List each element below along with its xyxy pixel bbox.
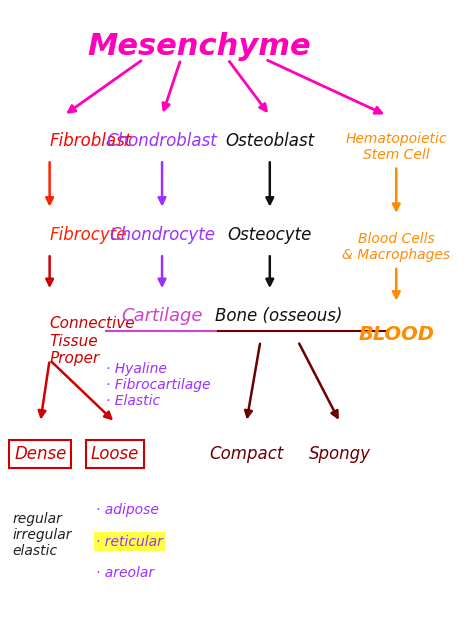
Text: Compact: Compact [209, 445, 283, 463]
Text: · areolar: · areolar [97, 566, 155, 580]
Text: · reticular: · reticular [97, 535, 164, 549]
Text: Loose: Loose [91, 445, 139, 463]
Text: Hematopoietic
Stem Cell: Hematopoietic Stem Cell [346, 131, 447, 162]
Text: Chondrocyte: Chondrocyte [109, 226, 215, 243]
Text: BLOOD: BLOOD [358, 325, 434, 344]
Text: Fibroblast: Fibroblast [50, 131, 132, 150]
Text: Osteoblast: Osteoblast [225, 131, 314, 150]
Text: Blood Cells
& Macrophages: Blood Cells & Macrophages [342, 232, 450, 262]
Text: regular
irregular
elastic: regular irregular elastic [12, 512, 72, 559]
Text: Bone (osseous): Bone (osseous) [216, 307, 343, 325]
Text: Chondroblast: Chondroblast [107, 131, 218, 150]
Text: Dense: Dense [14, 445, 66, 463]
Text: · Hyaline
· Fibrocartilage
· Elastic: · Hyaline · Fibrocartilage · Elastic [106, 362, 210, 408]
Text: Mesenchyme: Mesenchyme [88, 32, 311, 61]
Text: Connective
Tissue
Proper: Connective Tissue Proper [50, 316, 135, 366]
Text: Fibrocyte: Fibrocyte [50, 226, 127, 243]
Text: Spongy: Spongy [309, 445, 371, 463]
Text: Osteocyte: Osteocyte [228, 226, 312, 243]
Text: · adipose: · adipose [97, 503, 159, 517]
Text: Cartilage: Cartilage [121, 307, 203, 325]
